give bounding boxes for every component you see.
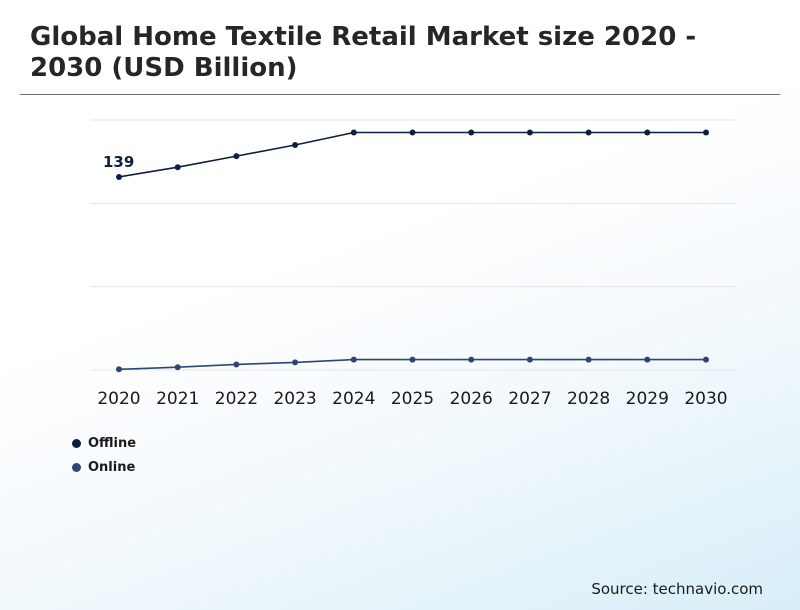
legend-marker-offline xyxy=(72,439,81,448)
point-offline-2023 xyxy=(292,142,299,148)
chart-title: Global Home Textile Retail Market size 2… xyxy=(30,22,697,83)
legend-item-online: Online xyxy=(72,460,135,475)
x-tick-label: 2021 xyxy=(156,389,199,409)
x-tick-label: 2020 xyxy=(97,389,140,409)
point-online-2030 xyxy=(703,356,709,363)
data-label: 139 xyxy=(103,153,134,171)
data-labels: 139 xyxy=(103,153,134,171)
point-online-2023 xyxy=(292,359,299,366)
point-online-2020 xyxy=(116,366,122,373)
point-offline-2028 xyxy=(585,129,592,136)
point-online-2024 xyxy=(350,356,357,363)
series-line-offline xyxy=(118,131,706,178)
x-tick-label: 2029 xyxy=(626,389,669,409)
point-offline-2022 xyxy=(233,153,240,160)
point-offline-2030 xyxy=(703,129,709,136)
x-tick-label: 2030 xyxy=(684,389,727,409)
point-online-2022 xyxy=(233,361,240,368)
point-online-2028 xyxy=(585,356,592,363)
x-axis: 2020 2021 2022 2023 2024 2025 2026 2027 2028 2029… xyxy=(97,389,727,409)
point-online-2025 xyxy=(409,356,416,363)
point-offline-2029 xyxy=(644,129,651,136)
legend-label-offline: Offline xyxy=(88,436,137,451)
title-divider xyxy=(20,94,780,95)
point-offline-2027 xyxy=(526,129,533,136)
point-offline-2024 xyxy=(350,129,357,136)
point-online-2029 xyxy=(644,356,651,363)
point-offline-2020 xyxy=(116,173,122,180)
x-tick-label: 2024 xyxy=(332,389,375,409)
point-offline-2021 xyxy=(174,164,181,171)
legend-marker-online xyxy=(72,463,81,472)
x-tick-label: 2028 xyxy=(567,389,610,409)
source-credit: Source: technavio.com xyxy=(591,580,763,598)
point-offline-2026 xyxy=(468,129,475,136)
x-tick-label: 2023 xyxy=(273,389,316,409)
x-tick-label: 2022 xyxy=(215,389,258,409)
point-online-2026 xyxy=(468,356,475,363)
legend-label-online: Online xyxy=(88,460,136,475)
legend-item-offline: Offline xyxy=(72,436,136,451)
x-tick-label: 2026 xyxy=(450,389,493,409)
series-lines xyxy=(116,129,709,373)
grid-lines xyxy=(90,119,736,371)
x-tick-label: 2027 xyxy=(508,389,551,409)
x-tick-label: 2025 xyxy=(391,389,434,409)
point-online-2027 xyxy=(526,356,533,363)
point-online-2021 xyxy=(174,364,181,371)
point-offline-2025 xyxy=(409,129,416,136)
